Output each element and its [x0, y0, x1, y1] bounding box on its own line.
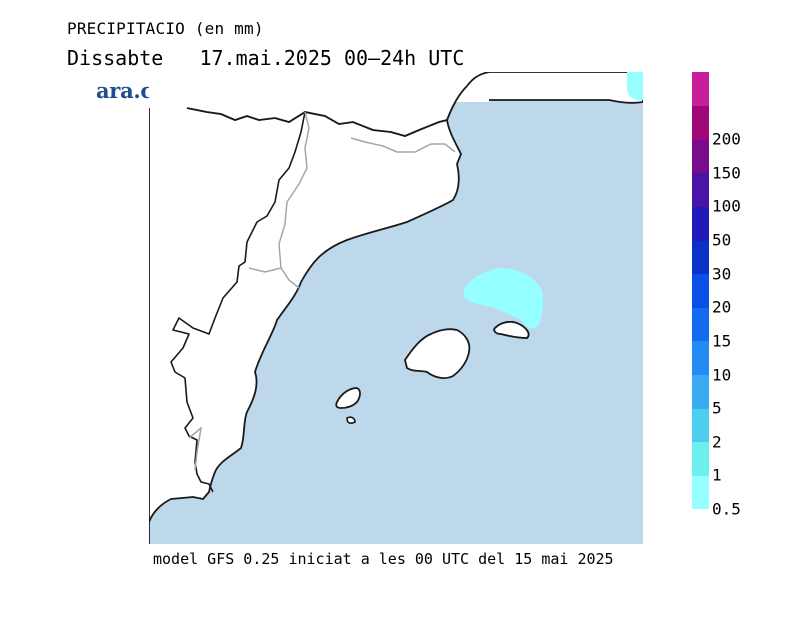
legend-swatch	[692, 408, 709, 443]
legend-label: 5	[712, 398, 722, 418]
model-run-note: model GFS 0.25 iniciat a les 00 UTC del …	[153, 550, 614, 568]
formentera-island	[346, 416, 356, 424]
legend-swatch	[692, 374, 709, 409]
legend-swatch	[692, 340, 709, 376]
chart-title: PRECIPITACIO (en mm)	[67, 19, 264, 38]
province-border-3	[248, 267, 282, 273]
north-east-menorca-area	[463, 268, 544, 329]
legend-swatch	[692, 240, 709, 275]
legend-swatch	[692, 139, 709, 174]
legend-swatch	[692, 307, 709, 342]
legend-label: 15	[712, 331, 732, 351]
legend-label: 30	[712, 264, 732, 284]
mallorca-island	[404, 328, 471, 379]
legend-swatch	[692, 441, 709, 476]
northern-border-line	[186, 107, 448, 137]
precipitation-map	[149, 72, 643, 544]
ibiza-island	[335, 387, 361, 409]
legend-swatch	[692, 172, 709, 207]
legend-label: 10	[712, 365, 732, 385]
legend-label: 200	[712, 129, 741, 149]
legend-label: 0.5	[712, 499, 741, 519]
legend-label: 50	[712, 230, 732, 250]
france-land	[149, 72, 489, 136]
legend-swatch	[692, 105, 709, 140]
western-boundary	[170, 111, 306, 493]
legend-label: 150	[712, 163, 741, 183]
precipitation-legend-bar	[692, 72, 709, 510]
legend-swatch	[692, 273, 709, 308]
province-border-1	[278, 111, 310, 289]
legend-swatch	[692, 72, 709, 107]
legend-label: 2	[712, 432, 722, 452]
france-coast	[446, 72, 490, 121]
legend-label: 100	[712, 196, 741, 216]
top-right-corner-area	[627, 72, 643, 101]
menorca-island-outline	[493, 321, 530, 339]
legend-swatch	[692, 475, 709, 510]
province-border-2	[350, 137, 456, 153]
legend-swatch	[692, 206, 709, 241]
legend-label: 20	[712, 297, 732, 317]
date-subtitle: Dissabte 17.mai.2025 00–24h UTC	[67, 46, 465, 70]
legend-label: 1	[712, 465, 722, 485]
province-border-4	[188, 426, 203, 471]
